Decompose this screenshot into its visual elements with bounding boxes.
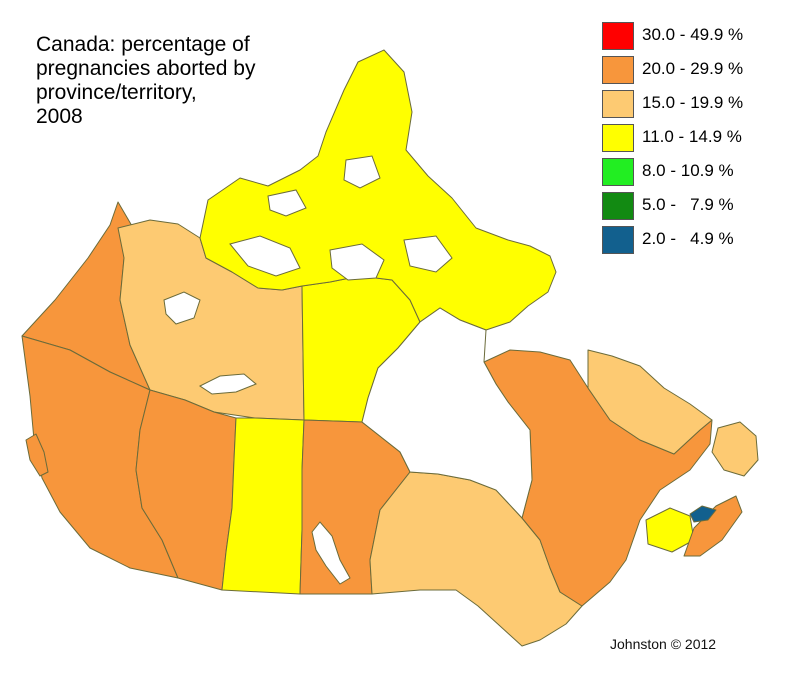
legend-swatch [602, 158, 634, 186]
region-newfoundland-labrador[interactable] [587, 349, 713, 455]
legend-label: 30.0 - 49.9 % [642, 25, 744, 44]
legend-swatch [602, 90, 634, 118]
legend-swatch [602, 192, 634, 220]
map-title: Canada: percentage of pregnancies aborte… [36, 33, 256, 128]
vancouver-island[interactable] [25, 433, 49, 477]
legend-swatch [602, 226, 634, 254]
legend-label: 2.0 - 4.9 % [642, 229, 734, 248]
great-bear-lake [163, 291, 201, 325]
legend-label: 20.0 - 29.9 % [642, 59, 744, 78]
region-nova-scotia[interactable] [683, 495, 743, 557]
arctic-channel [343, 155, 381, 189]
region-newfoundland-island[interactable] [711, 421, 759, 477]
arctic-channel [403, 235, 453, 273]
legend-label: 11.0 - 14.9 % [642, 127, 742, 146]
legend-swatch [602, 124, 634, 152]
credit-text: Johnston © 2012 [610, 636, 717, 652]
legend-label: 8.0 - 10.9 % [642, 161, 734, 180]
arctic-channel [229, 235, 301, 277]
legend-label: 5.0 - 7.9 % [642, 195, 734, 214]
legend-label: 15.0 - 19.9 % [642, 93, 744, 112]
arctic-channel [329, 243, 385, 281]
hudson-bay [361, 307, 533, 520]
great-slave-lake [199, 373, 257, 395]
arctic-channel [267, 189, 307, 217]
region-new-brunswick[interactable] [645, 507, 695, 553]
legend-swatch [602, 56, 634, 84]
region-prince-edward-island[interactable] [689, 505, 717, 523]
legend-swatch [602, 22, 634, 50]
lake-winnipeg [311, 521, 351, 585]
region-saskatchewan[interactable] [221, 417, 305, 595]
